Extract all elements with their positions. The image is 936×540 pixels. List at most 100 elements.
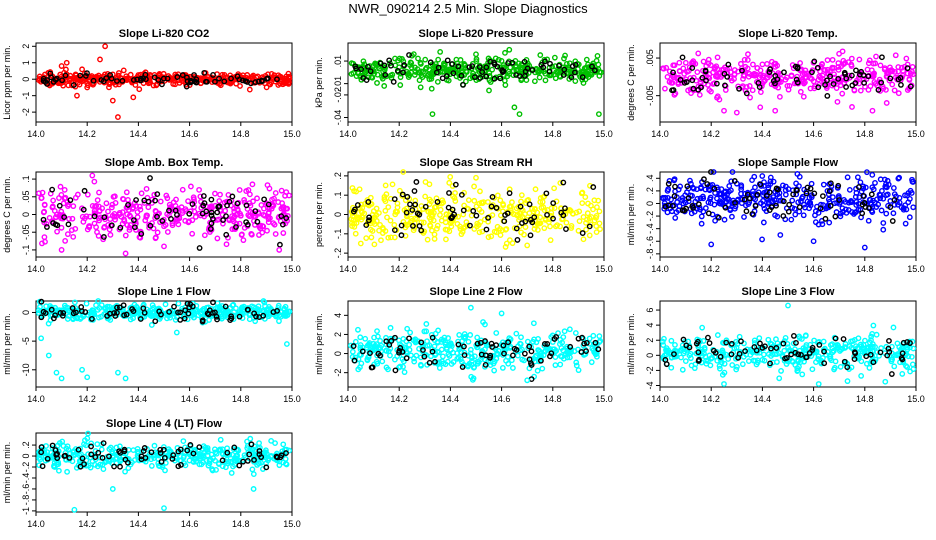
x-tick-label: 14.4 <box>442 394 460 404</box>
reference-point <box>466 64 473 71</box>
x-tick-label: 14.2 <box>390 394 408 404</box>
data-point <box>484 199 491 205</box>
reference-point <box>689 77 696 84</box>
reference-point <box>265 201 272 208</box>
data-point <box>445 335 452 341</box>
reference-point <box>669 202 676 209</box>
data-point <box>107 231 114 238</box>
reference-point <box>860 193 867 199</box>
data-point <box>371 241 378 248</box>
reference-point <box>234 73 241 80</box>
reference-point <box>866 205 872 212</box>
data-point <box>255 209 262 216</box>
reference-point <box>277 241 283 248</box>
data-point <box>742 190 748 197</box>
reference-point <box>560 72 567 78</box>
data-point <box>490 353 497 360</box>
data-point <box>101 223 108 230</box>
reference-point <box>474 340 481 347</box>
reference-point <box>65 221 72 228</box>
data-point <box>890 210 897 217</box>
data-point <box>487 79 494 85</box>
data-point <box>89 458 96 464</box>
x-tick-label: 14.2 <box>702 129 720 139</box>
reference-point <box>445 204 452 211</box>
reference-point <box>248 441 255 448</box>
data-point <box>902 192 908 199</box>
reference-point <box>803 190 810 197</box>
data-point <box>228 470 235 476</box>
data-point <box>270 220 277 227</box>
data-point <box>699 324 706 331</box>
data-point <box>471 364 478 370</box>
data-point <box>407 62 413 68</box>
data-point <box>717 190 723 197</box>
outlier-point <box>733 109 740 116</box>
y-axis-label: degrees C per min. <box>626 44 636 121</box>
reference-point <box>377 352 383 359</box>
reference-point <box>158 458 165 465</box>
reference-point <box>500 68 507 75</box>
data-point <box>88 440 95 447</box>
data-point <box>846 186 853 193</box>
reference-point <box>243 202 250 209</box>
data-point <box>98 313 104 320</box>
data-point <box>425 208 431 215</box>
data-point <box>700 195 707 202</box>
reference-point <box>763 192 770 199</box>
data-point <box>750 72 757 79</box>
chart-panel: Slope Li-820 Temp.14.0 14.2 14.4 14.6 14.8 15… <box>626 28 925 139</box>
reference-point <box>686 344 693 351</box>
data-point <box>547 237 554 244</box>
data-point <box>71 299 78 306</box>
data-point <box>751 337 758 344</box>
data-point <box>427 222 433 229</box>
data-point <box>385 234 392 241</box>
data-point <box>721 216 728 223</box>
data-point <box>275 199 282 205</box>
data-point <box>216 198 223 204</box>
reference-point <box>83 72 89 79</box>
data-point <box>196 186 202 193</box>
data-point <box>848 55 855 62</box>
data-point <box>83 300 90 307</box>
reference-point <box>403 355 410 362</box>
data-point <box>348 71 355 77</box>
data-point <box>474 220 481 227</box>
data-point <box>759 356 766 363</box>
reference-point <box>843 75 850 82</box>
reference-point <box>351 357 358 364</box>
reference-point <box>681 207 688 214</box>
reference-point <box>519 220 525 226</box>
data-point <box>407 59 414 66</box>
data-point <box>825 203 831 210</box>
data-point <box>799 195 805 202</box>
reference-point <box>44 224 50 230</box>
data-point <box>41 234 48 241</box>
reference-point <box>772 80 778 87</box>
data-point <box>467 346 474 353</box>
data-point <box>458 231 465 238</box>
data-point <box>271 195 277 202</box>
data-point <box>785 344 791 351</box>
data-point <box>350 217 357 224</box>
data-point <box>788 72 795 79</box>
reference-point <box>390 78 397 85</box>
reference-point <box>131 217 137 224</box>
data-point <box>43 443 49 449</box>
reference-point <box>125 202 131 208</box>
data-point <box>250 471 257 478</box>
data-point <box>426 66 433 73</box>
data-point <box>842 345 848 351</box>
reference-point <box>236 313 243 320</box>
outlier-point <box>511 104 518 111</box>
data-point <box>869 341 876 347</box>
reference-point <box>352 206 358 213</box>
y-tick-label: 0 <box>21 212 31 217</box>
data-point <box>417 84 424 91</box>
reference-point <box>246 451 253 458</box>
x-tick-label: 15.0 <box>907 394 925 404</box>
data-point <box>189 230 196 237</box>
data-point <box>809 366 816 373</box>
reference-point <box>56 202 63 209</box>
